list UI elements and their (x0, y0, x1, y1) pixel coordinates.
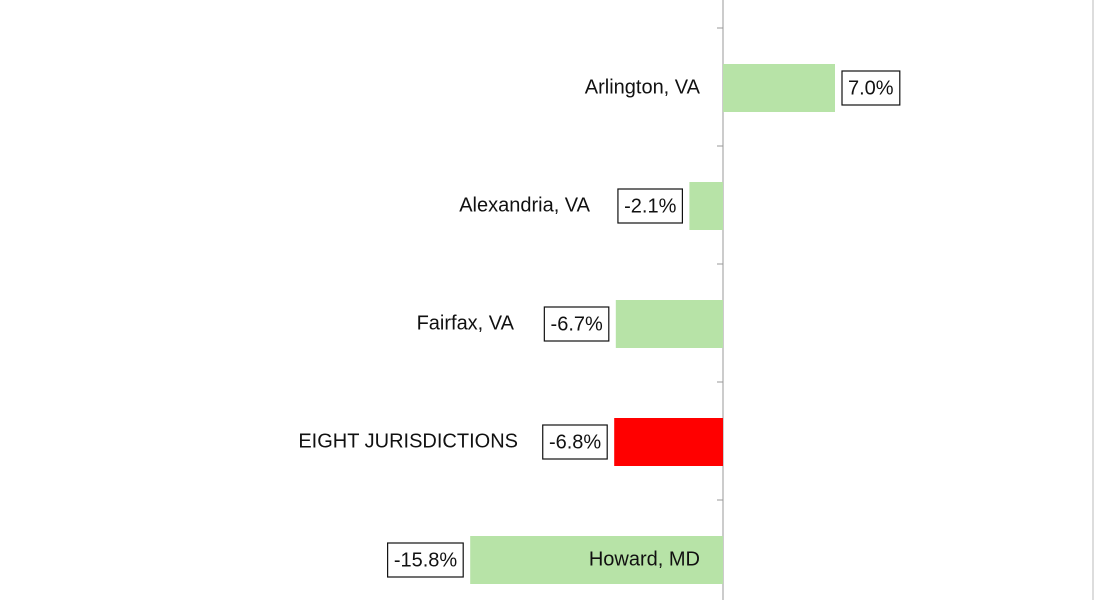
bar (615, 300, 723, 348)
value-label: -6.7% (551, 313, 603, 335)
value-label: -15.8% (394, 549, 458, 571)
bar (614, 418, 723, 466)
value-label: -2.1% (624, 195, 676, 217)
value-label: 7.0% (848, 77, 894, 99)
value-label-box (387, 542, 464, 578)
value-label-box (542, 424, 608, 460)
bar (470, 536, 723, 584)
bar (723, 64, 835, 112)
bar (689, 182, 723, 230)
category-label: Arlington, VA (585, 76, 701, 98)
category-label: Howard, MD (589, 548, 700, 570)
value-label-box (617, 188, 684, 224)
value-label-box (543, 306, 610, 342)
value-label: -6.8% (549, 431, 601, 453)
category-label: Alexandria, VA (459, 194, 590, 216)
category-label: EIGHT JURISDICTIONS (298, 430, 518, 452)
category-label: Fairfax, VA (417, 312, 515, 334)
value-label-box (841, 70, 901, 106)
